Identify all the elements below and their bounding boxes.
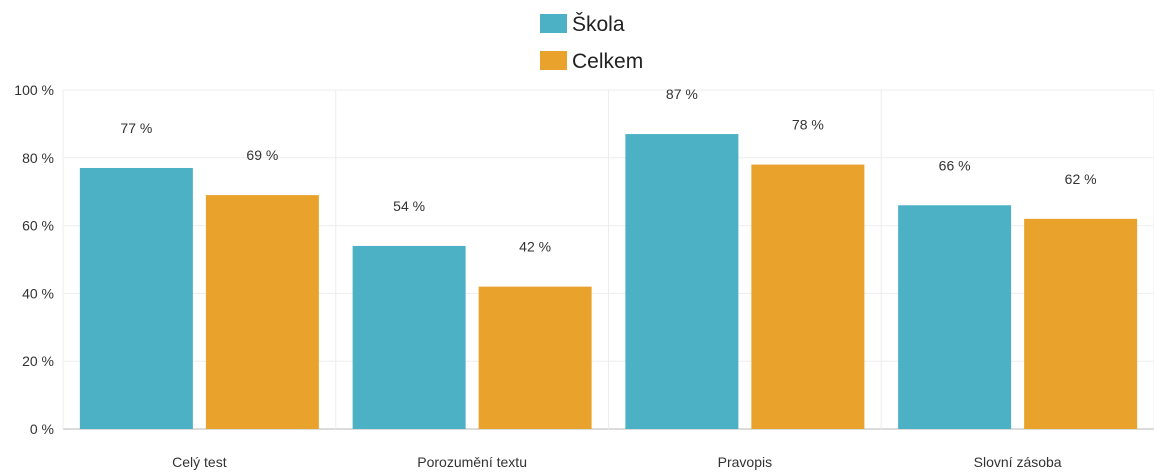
bar-value-label: 66 % <box>939 157 971 173</box>
legend-label: Škola <box>572 13 625 36</box>
y-tick-label: 60 % <box>22 218 54 234</box>
label-layer: 77 % 69 % 54 % 42 % 87 % 78 % 66 % 62 % <box>120 86 1096 255</box>
bar-celkem[interactable] <box>1024 218 1138 429</box>
bar-celkem[interactable] <box>478 286 592 429</box>
bar-skola[interactable] <box>898 205 1012 429</box>
bar-skola[interactable] <box>625 134 739 429</box>
y-tick-label: 100 % <box>14 82 54 98</box>
y-tick-label: 40 % <box>22 285 54 301</box>
bar-celkem[interactable] <box>751 164 865 429</box>
x-tick-label: Celý test <box>172 454 227 470</box>
y-tick-label: 0 % <box>30 421 54 437</box>
legend-label: Celkem <box>572 50 643 73</box>
legend-item-celkem[interactable]: Celkem <box>540 50 643 73</box>
bar-skola[interactable] <box>352 245 466 429</box>
y-tick-label: 20 % <box>22 353 54 369</box>
bar-celkem[interactable] <box>205 195 319 429</box>
legend-swatch <box>540 14 567 33</box>
bar-value-label: 42 % <box>519 239 551 255</box>
x-tick-label: Porozumění textu <box>417 454 527 470</box>
legend-swatch <box>540 51 567 70</box>
axis-layer: 0 % 20 % 40 % 60 % 80 % 100 % Celý test Porozum… <box>14 82 1062 470</box>
bar-skola[interactable] <box>79 167 193 429</box>
legend[interactable]: Škola Celkem <box>540 13 643 73</box>
x-tick-label: Slovní zásoba <box>974 454 1062 470</box>
bar-layer <box>79 134 1138 429</box>
bar-value-label: 54 % <box>393 198 425 214</box>
bar-value-label: 69 % <box>246 147 278 163</box>
bar-value-label: 87 % <box>666 86 698 102</box>
y-tick-label: 80 % <box>22 150 54 166</box>
x-tick-label: Pravopis <box>718 454 772 470</box>
legend-item-skola[interactable]: Škola <box>540 13 625 36</box>
bar-value-label: 78 % <box>792 117 824 133</box>
bar-value-label: 77 % <box>120 120 152 136</box>
bar-value-label: 62 % <box>1065 171 1097 187</box>
